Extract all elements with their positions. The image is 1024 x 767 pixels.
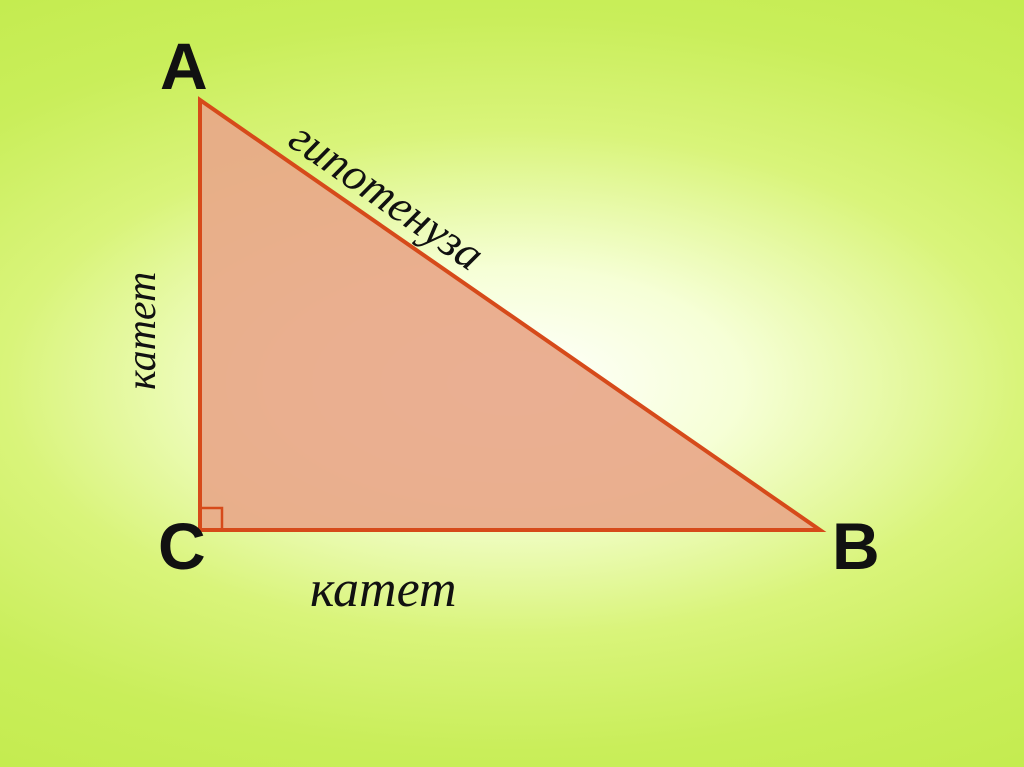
diagram-stage: А С В гипотенуза катет катет: [0, 0, 1024, 767]
vertex-label-a: А: [160, 28, 208, 104]
vertex-label-b: В: [832, 508, 880, 584]
right-triangle: [200, 100, 820, 530]
leg-horizontal-label: катет: [310, 560, 457, 619]
vertex-label-c: С: [158, 508, 206, 584]
leg-vertical-label: катет: [118, 272, 166, 390]
